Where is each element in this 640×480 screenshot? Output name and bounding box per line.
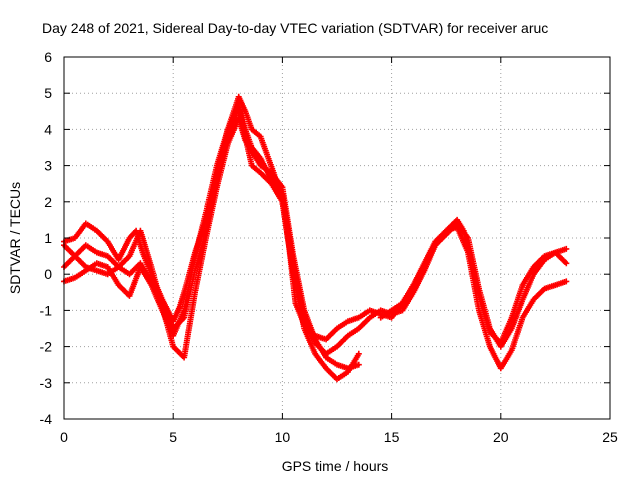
x-tick-label: 20	[493, 429, 509, 445]
y-tick-label: 5	[44, 85, 52, 101]
y-tick-label: 1	[44, 230, 52, 246]
y-tick-label: 3	[44, 158, 52, 174]
y-axis-label: SDTVAR / TECUs	[7, 182, 23, 294]
y-tick-label: -3	[40, 375, 53, 391]
axes: 0 5 10 15 20 25 -4 -3 -2 -1 0 1 2 3 4 5 6	[40, 49, 618, 445]
y-tick-label: 6	[44, 49, 52, 65]
y-tick-label: 2	[44, 194, 52, 210]
x-tick-label: 15	[384, 429, 400, 445]
y-tick-label: -2	[40, 339, 53, 355]
data-series	[61, 93, 570, 383]
y-tick-label: -1	[40, 302, 53, 318]
y-tick-label: 4	[44, 121, 52, 137]
series-markers	[61, 93, 570, 346]
y-tick-label: -4	[40, 411, 53, 427]
x-tick-label: 5	[169, 429, 177, 445]
x-tick-label: 0	[60, 429, 68, 445]
x-tick-label: 25	[602, 429, 618, 445]
chart-title: Day 248 of 2021, Sidereal Day-to-day VTE…	[42, 20, 548, 36]
x-tick-label: 10	[275, 429, 291, 445]
series-track-1	[61, 93, 570, 346]
y-tick-label: 0	[44, 266, 52, 282]
x-axis-label: GPS time / hours	[282, 458, 389, 474]
